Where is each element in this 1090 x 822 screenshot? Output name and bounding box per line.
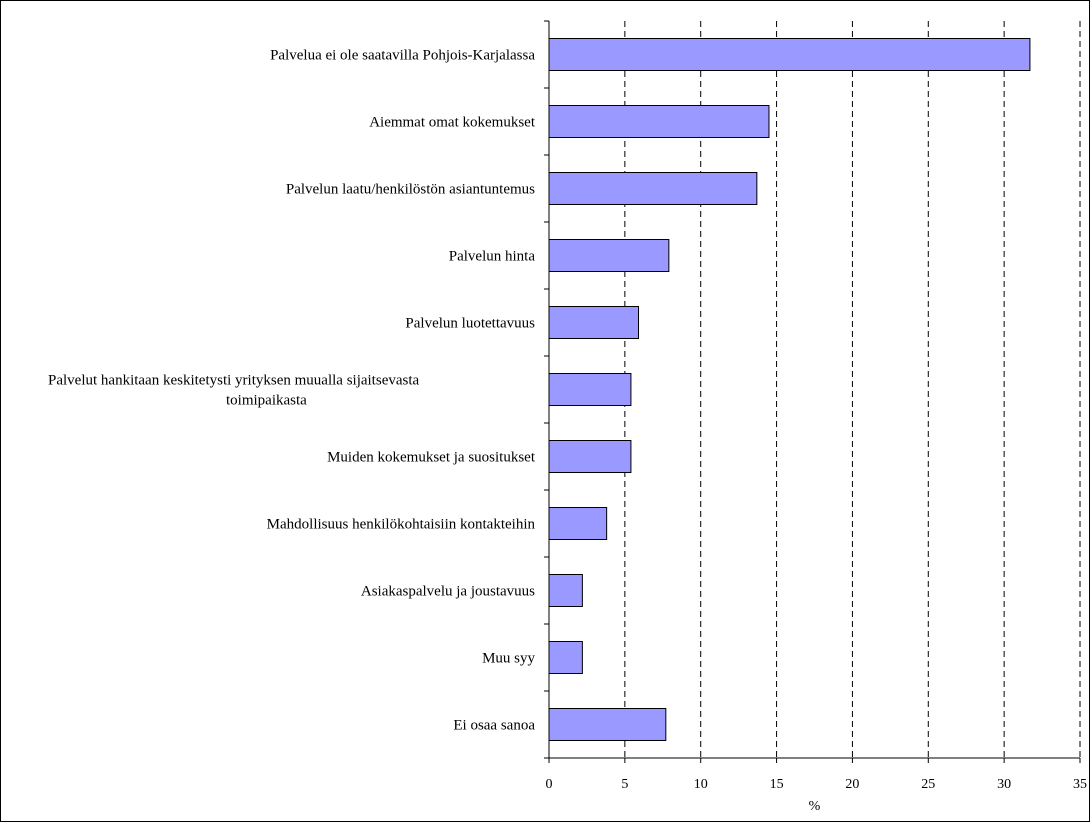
bar [548, 708, 667, 741]
bar [548, 641, 583, 674]
bar [548, 172, 758, 205]
x-tick-label: 30 [997, 777, 1011, 792]
bar [548, 373, 632, 406]
category-label: Asiakaspalvelu ja joustavuus [361, 584, 535, 600]
bar [548, 306, 640, 339]
gridlines [624, 21, 1081, 758]
bar [548, 38, 1031, 71]
x-tick-label: 0 [546, 777, 553, 792]
category-labels: Palvelua ei ole saatavilla Pohjois-Karja… [48, 48, 536, 734]
x-tick-labels: 0 5 10 15 20 25 30 35 [546, 777, 1088, 792]
bars [548, 38, 1031, 741]
category-label: Palvelun hinta [449, 249, 536, 265]
category-label: Palvelun luotettavuus [405, 316, 535, 332]
category-label: Ei osaa sanoa [453, 718, 535, 734]
x-tick-label: 5 [621, 777, 628, 792]
bar [548, 507, 608, 540]
category-label: Muiden kokemukset ja suositukset [327, 450, 536, 466]
bar [548, 105, 770, 138]
category-label: Muu syy [482, 651, 535, 667]
category-label: Mahdollisuus henkilökohtaisiin kontaktei… [267, 517, 536, 533]
bar [548, 574, 583, 607]
category-label: Palvelut hankitaan keskitetysti yritykse… [48, 373, 420, 409]
x-tick-label: 15 [770, 777, 784, 792]
category-label: Palvelun laatu/henkilöstön asiantuntemus [286, 182, 535, 198]
axes [544, 20, 1081, 763]
category-label: Aiemmat omat kokemukset [369, 115, 536, 131]
x-tick-label: 20 [845, 777, 859, 792]
x-tick-label: 35 [1073, 777, 1087, 792]
x-tick-label: 25 [921, 777, 935, 792]
bar [548, 239, 670, 272]
category-label: Palvelua ei ole saatavilla Pohjois-Karja… [270, 48, 535, 64]
x-axis-title: % [809, 799, 821, 814]
bar [548, 440, 632, 473]
x-tick-label: 10 [694, 777, 708, 792]
